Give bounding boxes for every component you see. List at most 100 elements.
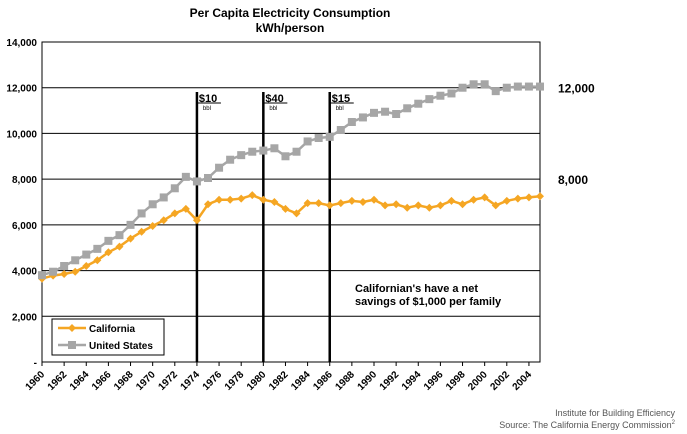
- series-line: [41, 83, 540, 277]
- data-point: [148, 200, 157, 209]
- x-tick-label: 1996: [422, 369, 446, 393]
- data-point: [336, 126, 345, 134]
- data-point: [259, 146, 268, 155]
- x-tick-label: 1986: [311, 369, 335, 393]
- data-point: [137, 209, 146, 218]
- gridlines: [41, 41, 541, 363]
- chart-title: Per Capita Electricity Consumption: [190, 6, 391, 20]
- x-tick-label: 1960: [24, 369, 48, 393]
- data-point: [60, 262, 69, 270]
- data-point: [93, 244, 102, 253]
- series-line: [41, 193, 541, 280]
- data-point: [403, 104, 412, 113]
- legend-label: California: [89, 324, 136, 335]
- x-tick-label: 1976: [201, 369, 225, 393]
- x-tick-label: 1968: [112, 369, 136, 393]
- data-point: [115, 242, 124, 251]
- x-tick-label: 1972: [156, 369, 180, 393]
- data-point: [447, 196, 456, 205]
- x-tick-label: 1982: [267, 369, 291, 393]
- y-axis-ticks: - 2,000 4,000 6,000 8,000 10,000 12,000 14,000: [6, 38, 37, 369]
- y-tick-label: 6,000: [12, 221, 37, 232]
- footer-source: Source: The California Energy Commission…: [499, 420, 675, 430]
- y-tick-label: 2,000: [12, 312, 37, 323]
- data-point: [226, 195, 235, 204]
- annotation-line: savings of $1,000 per family: [355, 296, 502, 308]
- data-point: [358, 113, 367, 122]
- data-point: [38, 271, 46, 280]
- legend-label: United States: [89, 341, 153, 352]
- right-value-label: 12,000: [558, 82, 595, 96]
- data-point: [303, 137, 312, 146]
- data-point: [513, 82, 522, 91]
- data-point: [104, 248, 113, 257]
- data-point: [204, 200, 212, 209]
- data-point: [159, 193, 168, 202]
- data-point: [82, 250, 91, 259]
- data-point: [447, 89, 456, 98]
- data-point: [248, 147, 257, 156]
- data-point: [347, 118, 356, 126]
- data-point: [170, 184, 179, 193]
- x-tick-label: 1988: [333, 369, 357, 393]
- data-point: [425, 203, 434, 212]
- data-point: [71, 267, 80, 276]
- data-point: [314, 199, 323, 208]
- x-tick-label: 1966: [90, 369, 114, 393]
- event-unit-label: bbl: [269, 106, 277, 112]
- data-point: [469, 80, 478, 89]
- event-unit-label: bbl: [203, 106, 211, 112]
- data-point: [281, 204, 290, 213]
- data-point: [303, 199, 312, 208]
- data-point: [436, 201, 445, 210]
- data-point: [480, 80, 489, 89]
- data-point: [392, 200, 401, 209]
- x-tick-label: 1994: [400, 369, 424, 393]
- data-point: [292, 147, 301, 156]
- x-tick-label: 1978: [223, 369, 247, 393]
- data-point: [137, 227, 146, 236]
- event-unit-label: bbl: [336, 106, 344, 112]
- data-point: [115, 231, 124, 240]
- x-tick-label: 1984: [289, 369, 313, 393]
- x-tick-label: 1964: [68, 369, 92, 393]
- data-point: [248, 191, 257, 200]
- data-point: [536, 82, 544, 91]
- x-tick-label: 1990: [356, 369, 380, 393]
- y-tick-label: 14,000: [6, 38, 37, 49]
- data-point: [414, 99, 423, 108]
- event-price-label: $15: [332, 93, 350, 105]
- y-tick-label: 4,000: [12, 267, 37, 278]
- data-point: [148, 222, 157, 230]
- series-lines: [38, 80, 544, 283]
- right-value-labels: 12,000 8,000: [558, 82, 595, 187]
- data-point: [513, 194, 522, 203]
- plot-frame: [41, 41, 541, 363]
- data-point: [204, 174, 212, 182]
- data-point: [93, 256, 102, 265]
- legend-marker: [68, 341, 76, 349]
- x-tick-label: 1974: [179, 369, 203, 393]
- data-point: [237, 151, 246, 160]
- data-point: [358, 198, 367, 206]
- data-point: [381, 201, 390, 210]
- data-point: [370, 195, 378, 204]
- y-tick-label: 12,000: [6, 84, 37, 95]
- data-point: [491, 87, 500, 96]
- data-point: [126, 220, 135, 229]
- y-tick-label: -: [34, 358, 37, 369]
- data-point: [192, 177, 201, 186]
- data-point: [237, 194, 246, 203]
- data-point: [392, 110, 401, 118]
- data-point: [181, 204, 190, 213]
- x-axis-ticks: 1960196219641966196819701972197419761978…: [24, 362, 534, 393]
- data-point: [159, 216, 168, 225]
- chart-subtitle: kWh/person: [256, 21, 325, 35]
- data-point: [215, 163, 224, 172]
- data-point: [104, 236, 113, 245]
- data-point: [502, 83, 511, 92]
- y-tick-label: 8,000: [12, 175, 37, 186]
- legend-marker: [68, 324, 76, 332]
- data-point: [60, 270, 69, 278]
